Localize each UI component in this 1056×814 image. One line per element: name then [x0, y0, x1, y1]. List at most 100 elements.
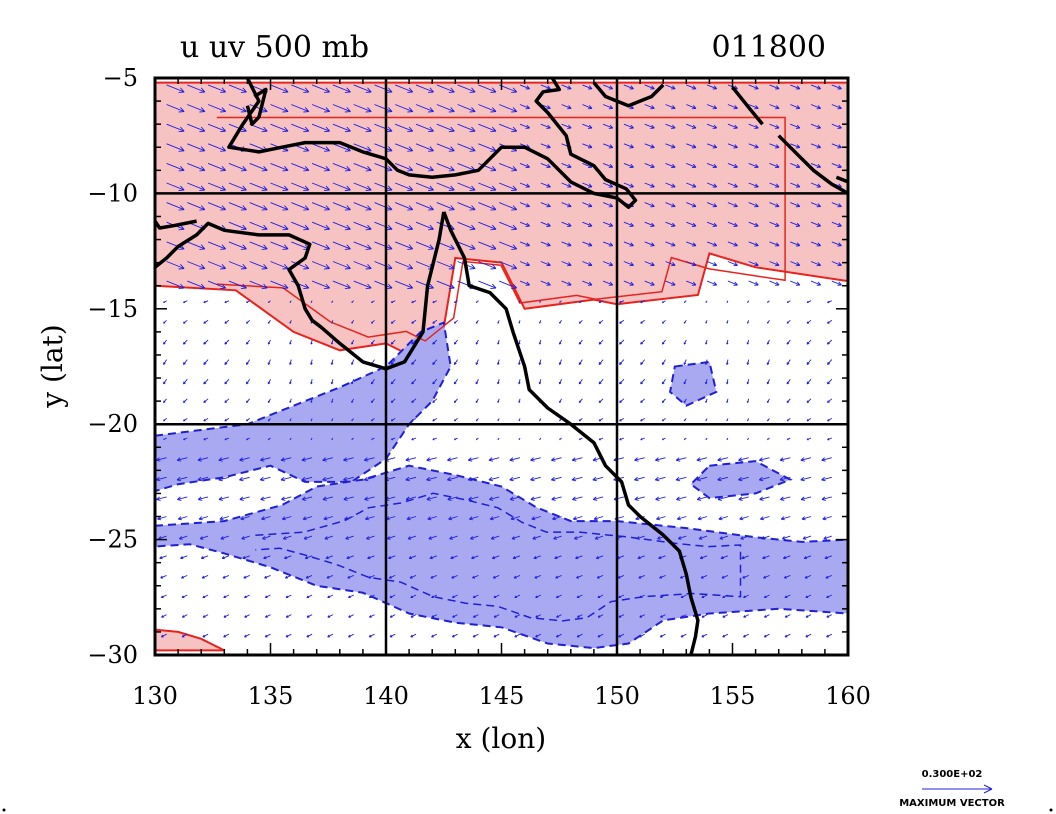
wind-vector	[183, 437, 188, 441]
wind-vector	[374, 84, 393, 93]
wind-vector	[706, 280, 718, 286]
wind-vector	[748, 84, 759, 90]
wind-vector	[301, 496, 313, 501]
wind-vector	[499, 221, 518, 231]
legend-caption: MAXIMUM VECTOR	[899, 798, 1005, 809]
wind-vector	[743, 614, 749, 618]
wind-vector	[766, 379, 770, 385]
wind-vector	[572, 516, 583, 521]
wind-vector	[825, 574, 832, 579]
wind-vector	[665, 221, 676, 227]
wind-vector	[582, 104, 593, 110]
wind-vector	[386, 535, 396, 540]
wind-vector	[370, 418, 375, 422]
wind-vector	[683, 339, 687, 345]
wind-vector	[638, 574, 645, 579]
wind-vector	[619, 300, 625, 304]
wind-vector	[747, 300, 750, 303]
wind-vector	[280, 476, 292, 482]
wind-vector	[228, 280, 247, 290]
wind-vector	[218, 457, 230, 462]
wind-vector	[166, 162, 185, 172]
wind-vector	[769, 280, 780, 286]
wind-vector	[345, 535, 354, 540]
wind-vector	[561, 221, 572, 227]
y-tick-label: −15	[87, 295, 138, 323]
wind-vector	[411, 339, 417, 345]
wind-vector	[207, 123, 227, 133]
wind-vector	[427, 516, 437, 521]
wind-vector	[706, 202, 718, 208]
wind-vector	[831, 143, 842, 149]
wind-vector	[683, 437, 687, 441]
wind-vector	[478, 202, 497, 211]
wind-vector	[780, 496, 791, 501]
wind-vector	[810, 221, 822, 227]
wind-vector	[457, 84, 476, 93]
wind-vector	[826, 633, 833, 638]
wind-vector	[556, 614, 562, 618]
wind-vector	[594, 535, 604, 540]
wind-vector	[602, 182, 614, 188]
wind-vector	[759, 496, 770, 501]
wind-vector	[302, 516, 313, 521]
wind-vector	[270, 280, 289, 290]
wind-vector	[827, 319, 833, 324]
wind-vector	[748, 123, 759, 129]
wind-vector	[743, 633, 749, 638]
wind-vector	[202, 594, 209, 599]
wind-vector	[472, 633, 479, 638]
wind-vector	[182, 339, 188, 345]
wind-vector	[680, 633, 687, 638]
legend-magnitude: 0.300E+02	[922, 769, 983, 780]
wind-vector	[677, 535, 687, 540]
wind-vector	[472, 574, 479, 579]
wind-vector	[390, 359, 396, 366]
wind-vector	[644, 261, 655, 267]
wind-vector	[428, 535, 437, 540]
wind-vector	[374, 280, 393, 290]
wind-vector	[343, 457, 354, 462]
wind-vector	[578, 418, 583, 422]
wind-vector	[366, 535, 375, 540]
coastline	[442, 211, 700, 655]
wind-vector	[602, 280, 614, 286]
legend-arrow-head-icon	[983, 784, 993, 794]
wind-vector	[405, 476, 417, 482]
wind-vector	[176, 457, 188, 462]
wind-vector	[260, 496, 271, 501]
wind-vector	[726, 379, 729, 385]
wind-vector	[810, 280, 822, 286]
wind-vector	[786, 398, 791, 404]
wind-vector	[408, 555, 417, 560]
wind-vector	[665, 241, 676, 247]
wind-vector	[497, 379, 500, 385]
wind-vector	[619, 339, 625, 345]
wind-vector	[182, 359, 188, 366]
wind-vector	[264, 594, 271, 599]
wind-vector	[467, 476, 479, 482]
wind-vector	[207, 104, 227, 113]
wind-vector	[228, 221, 247, 231]
wind-vector	[374, 162, 393, 172]
corner-dot	[2, 808, 6, 812]
wind-vector	[432, 437, 437, 441]
wind-vector	[786, 319, 791, 324]
wind-vector	[822, 516, 832, 521]
wind-vector	[332, 221, 351, 231]
axis-ticks	[154, 77, 849, 656]
wind-vector	[426, 496, 437, 501]
wind-vector	[395, 241, 414, 250]
wind-vector	[306, 633, 313, 638]
wind-vector	[447, 496, 458, 501]
wind-vector	[655, 496, 666, 501]
wind-vector	[602, 84, 614, 90]
wind-vector	[499, 261, 518, 270]
wind-vector	[499, 280, 518, 290]
wind-vector	[166, 202, 185, 211]
wind-vector	[239, 476, 250, 482]
wind-vector	[823, 535, 832, 540]
wind-vector	[746, 320, 750, 324]
wind-vector	[552, 516, 562, 521]
wind-vector	[540, 162, 551, 169]
